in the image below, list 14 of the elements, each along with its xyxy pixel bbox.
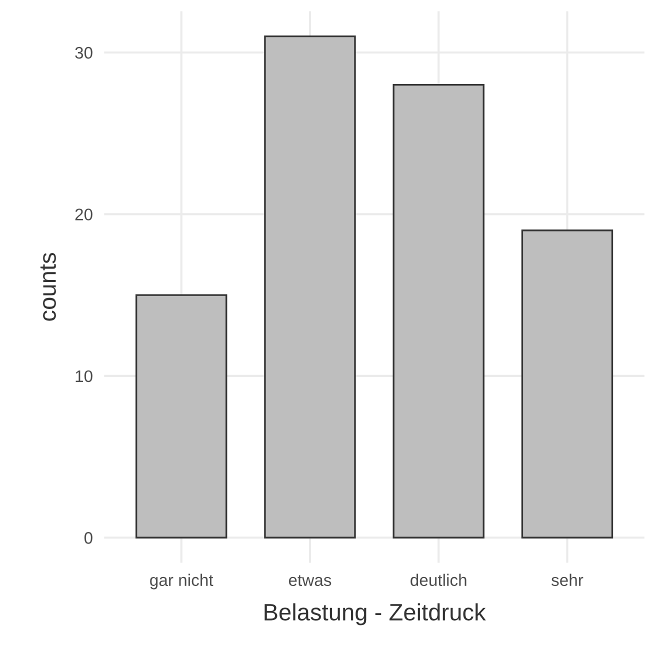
- y-axis-title: counts: [40, 253, 56, 321]
- bar: [392, 84, 484, 538]
- y-tick-label: 0: [84, 532, 92, 544]
- x-tick-label: deutlich: [410, 574, 466, 586]
- x-tick-label: gar nicht: [150, 574, 214, 590]
- y-tick-label: 10: [76, 370, 92, 382]
- bar: [135, 294, 228, 538]
- x-axis-title: Belastung - Zeitdruck: [264, 603, 486, 626]
- y-tick-label: 30: [75, 46, 92, 59]
- x-tick-label: sehr: [551, 574, 584, 586]
- bar: [264, 35, 356, 538]
- bar: [521, 230, 614, 538]
- y-tick-label: 20: [75, 208, 92, 220]
- x-tick-label: etwas: [288, 575, 332, 586]
